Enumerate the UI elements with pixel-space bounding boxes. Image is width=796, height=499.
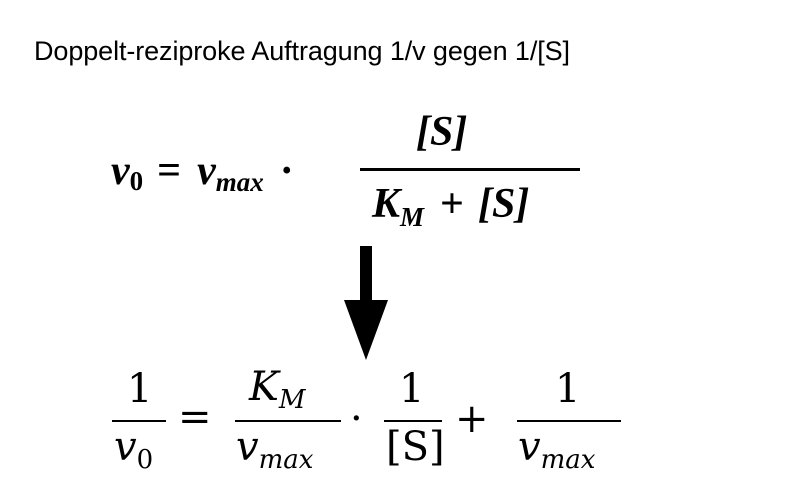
lb-vmax2-denominator: vmax bbox=[518, 424, 595, 475]
lb-km-var: K bbox=[249, 364, 279, 410]
mm-km-var: K bbox=[372, 181, 401, 227]
mm-km-sub: M bbox=[400, 202, 425, 232]
mm-denominator: KM + [S] bbox=[372, 180, 530, 232]
mm-equals: = bbox=[157, 148, 182, 194]
mm-vmax-sub: max bbox=[215, 167, 264, 197]
lb-lhs-bar bbox=[112, 420, 166, 422]
lb-vmax2-sub: max bbox=[540, 445, 596, 475]
lb-lhs-numerator: 1 bbox=[127, 366, 153, 412]
lb-plus: + bbox=[455, 396, 489, 442]
mm-v0-var: v bbox=[111, 148, 130, 194]
mm-numerator-s: [S] bbox=[416, 109, 468, 155]
lb-vmax-var: v bbox=[236, 424, 259, 470]
lb-dot: · bbox=[350, 396, 363, 442]
lb-v0-sub: 0 bbox=[136, 445, 154, 475]
lb-v0-var: v bbox=[114, 424, 137, 470]
down-arrow-icon bbox=[344, 246, 388, 360]
mm-denominator-s: [S] bbox=[477, 181, 530, 227]
slide-title: Doppelt-reziproke Auftragung 1/v gegen 1… bbox=[34, 36, 570, 66]
lb-vmax2-bar bbox=[517, 420, 621, 422]
lb-vmax2-var: v bbox=[518, 424, 541, 470]
lb-s-numerator: 1 bbox=[399, 366, 425, 412]
lb-equals: = bbox=[178, 394, 212, 440]
mm-v0-sub: 0 bbox=[129, 166, 144, 196]
mm-lhs: v0 = vmax · bbox=[111, 147, 312, 197]
mm-vmax-var: v bbox=[197, 148, 216, 194]
mm-plus: + bbox=[440, 181, 464, 227]
lb-vmax-numerator: 1 bbox=[555, 366, 581, 412]
lb-vmax-denominator: vmax bbox=[236, 424, 313, 475]
lb-lhs-denominator: v0 bbox=[114, 424, 153, 475]
lb-vmax-sub: max bbox=[258, 445, 314, 475]
lb-s-denominator: [S] bbox=[386, 424, 445, 470]
mm-numerator: [S] bbox=[416, 108, 467, 156]
lb-km-numerator: KM bbox=[249, 364, 306, 415]
mm-fraction-bar bbox=[360, 168, 580, 171]
lb-km-sub: M bbox=[278, 385, 306, 415]
mm-dot: · bbox=[279, 148, 294, 194]
lb-km-bar bbox=[235, 420, 341, 422]
lb-s-bar bbox=[384, 420, 442, 422]
